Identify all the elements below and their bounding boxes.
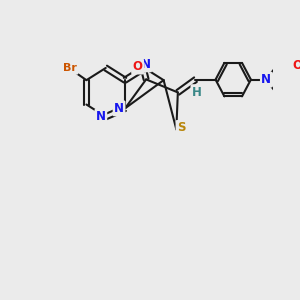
Text: N: N bbox=[261, 73, 272, 86]
Text: N: N bbox=[96, 110, 106, 123]
Text: O: O bbox=[133, 60, 142, 73]
Text: Br: Br bbox=[63, 63, 77, 73]
Text: N: N bbox=[114, 102, 124, 115]
Text: H: H bbox=[192, 85, 202, 99]
Text: O: O bbox=[292, 59, 300, 72]
Text: S: S bbox=[177, 122, 185, 134]
Text: N: N bbox=[141, 58, 151, 71]
